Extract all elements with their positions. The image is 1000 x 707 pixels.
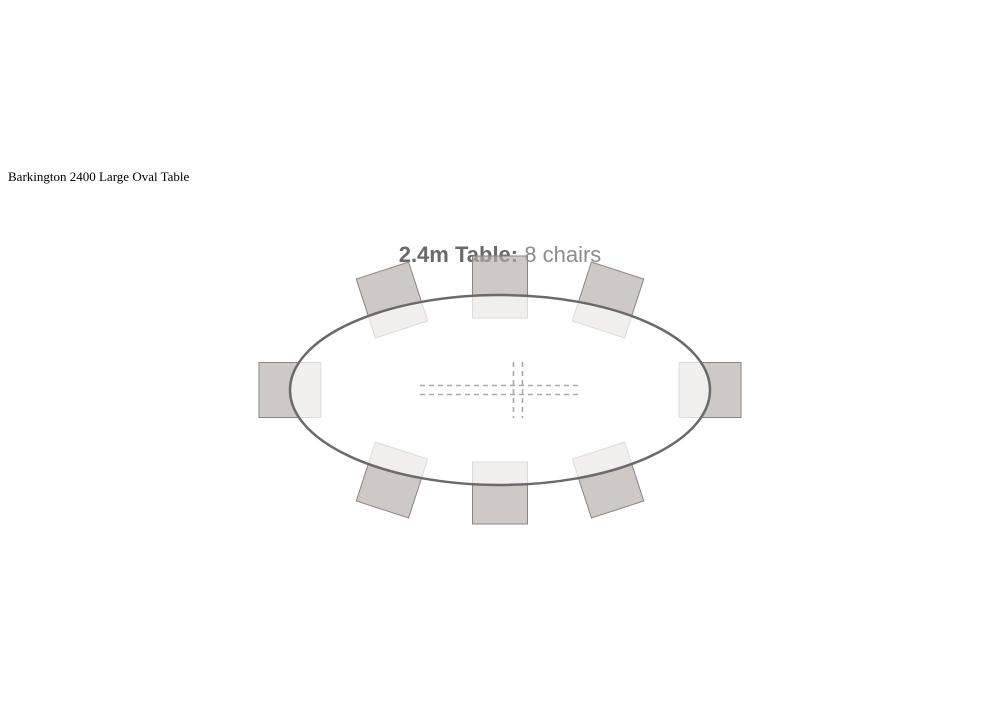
table-diagram — [0, 0, 1000, 707]
oval-table — [290, 295, 710, 485]
canvas: Barkington 2400 Large Oval Table 2.4m Ta… — [0, 0, 1000, 707]
